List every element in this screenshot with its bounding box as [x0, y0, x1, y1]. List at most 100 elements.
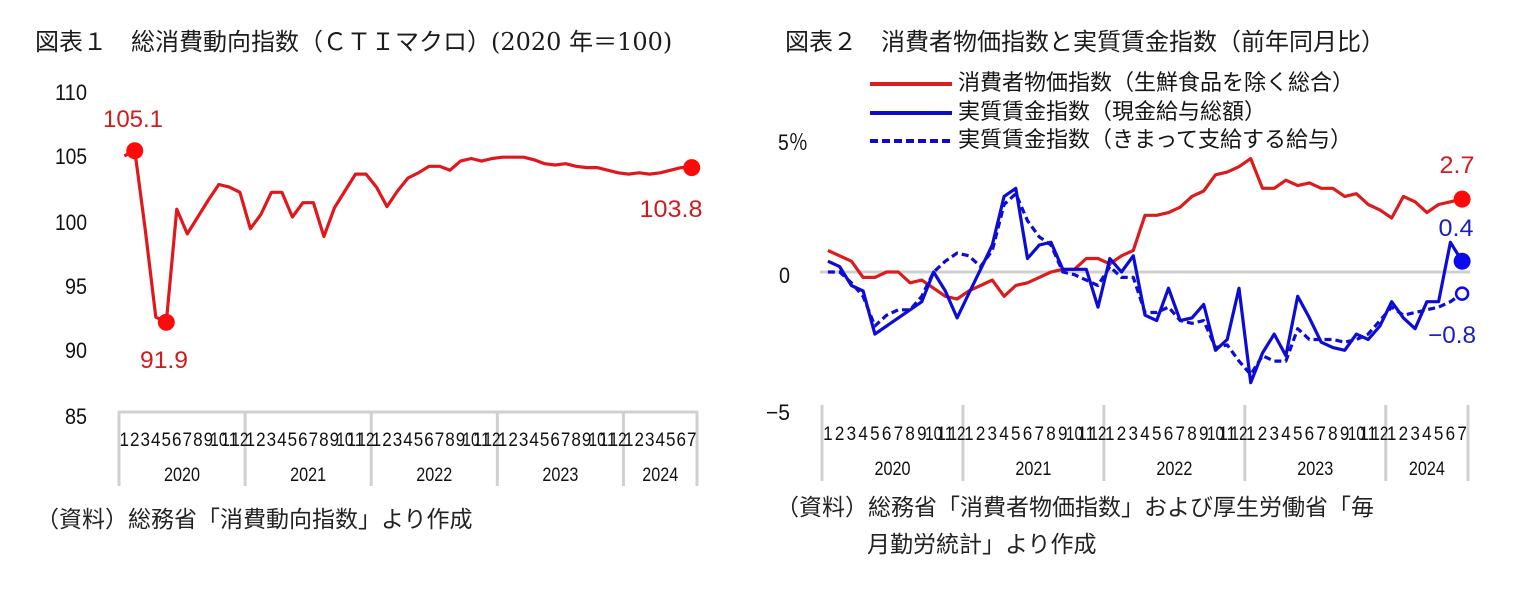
month-tick-label: 11 — [1078, 424, 1095, 445]
figure-2-cpi-real-wages: 図表２ 消費者物価指数と実質賃金指数（前年同月比） 消費者物価指数（生鮮食品を除… — [760, 0, 1520, 592]
month-tick-label: 4 — [655, 430, 665, 451]
month-tick-label: 7 — [435, 430, 445, 451]
month-tick-label: 11 — [221, 430, 238, 451]
month-tick-label: 9 — [1340, 424, 1350, 445]
month-tick-label: 4 — [277, 430, 287, 451]
y-tick-label: 5％ — [778, 130, 808, 155]
month-tick-label: 6 — [1305, 424, 1315, 445]
filled-marker-icon — [126, 142, 144, 160]
year-label: 2020 — [164, 465, 200, 486]
month-tick-label: 4 — [1281, 424, 1291, 445]
month-tick-label: 11 — [1360, 424, 1377, 445]
month-tick-label: 9 — [330, 430, 340, 451]
month-tick-label: 2 — [382, 430, 392, 451]
y-tick-label: 0 — [779, 263, 790, 288]
month-tick-label: 11 — [599, 430, 616, 451]
month-tick-label: 7 — [1457, 424, 1467, 445]
month-tick-label: 9 — [1058, 424, 1068, 445]
month-tick-label: 3 — [141, 430, 151, 451]
month-tick-label: 2 — [835, 424, 845, 445]
month-tick-label: 3 — [393, 430, 403, 451]
month-tick-label: 5 — [540, 430, 550, 451]
month-tick-label: 7 — [1316, 424, 1326, 445]
legend-solid-red-line-icon — [870, 82, 952, 87]
data-label-trough: 91.9 — [140, 347, 188, 374]
month-tick-label: 10 — [463, 430, 480, 451]
month-tick-label: 4 — [1422, 424, 1432, 445]
month-tick-label: 5 — [1152, 424, 1162, 445]
month-tick-label: 2 — [130, 430, 140, 451]
month-tick-label: 8 — [193, 430, 203, 451]
month-tick-label: 5 — [162, 430, 172, 451]
month-tick-label: 1 — [246, 430, 256, 451]
year-label: 2021 — [290, 465, 326, 486]
month-tick-label: 10 — [210, 430, 227, 451]
chart-legend: 消費者物価指数（生鮮食品を除く総合） 実質賃金指数（現金給与総額） 実質賃金指数… — [870, 70, 1354, 156]
month-tick-label: 5 — [1293, 424, 1303, 445]
month-tick-label: 1 — [1105, 424, 1115, 445]
data-label-latest: 103.8 — [640, 196, 703, 223]
month-tick-label: 7 — [687, 430, 697, 451]
year-label: 2021 — [1015, 459, 1051, 480]
month-tick-label: 11 — [347, 430, 364, 451]
month-tick-label: 6 — [424, 430, 434, 451]
y-axis-labels: 5％ 0 −5 — [766, 130, 808, 425]
month-tick-label: 8 — [1328, 424, 1338, 445]
data-label-peak: 105.1 — [103, 106, 163, 133]
month-tick-label: 3 — [519, 430, 529, 451]
month-tick-label: 12 — [1371, 424, 1388, 445]
month-tick-label: 3 — [267, 430, 277, 451]
month-tick-label: 1 — [823, 424, 833, 445]
month-tick-label: 3 — [645, 430, 655, 451]
legend-item-real-wage-total: 実質賃金指数（現金給与総額） — [870, 99, 1354, 128]
month-tick-label: 9 — [582, 430, 592, 451]
y-tick-label: 85 — [65, 404, 87, 429]
year-label: 2022 — [416, 465, 452, 486]
month-tick-label: 12 — [610, 430, 627, 451]
figure-1-title: 図表１ 総消費動向指数（ＣＴＩマクロ）(2020 年＝100) — [35, 28, 673, 56]
y-tick-label: 100 — [55, 210, 87, 235]
month-tick-label: 7 — [1175, 424, 1185, 445]
year-label: 2022 — [1156, 459, 1192, 480]
legend-label: 消費者物価指数（生鮮食品を除く総合） — [958, 71, 1355, 97]
month-tick-label: 6 — [1164, 424, 1174, 445]
legend-label: 実質賃金指数（きまって支給する給与） — [958, 128, 1353, 154]
year-label: 2023 — [542, 465, 578, 486]
month-tick-label: 12 — [484, 430, 501, 451]
month-tick-label: 1 — [498, 430, 508, 451]
month-tick-label: 3 — [1410, 424, 1420, 445]
month-tick-label: 12 — [231, 430, 248, 451]
month-tick-label: 7 — [561, 430, 571, 451]
filled-marker-icon — [157, 313, 175, 331]
month-tick-label: 6 — [1023, 424, 1033, 445]
month-tick-label: 4 — [999, 424, 1009, 445]
month-tick-label: 4 — [403, 430, 413, 451]
month-tick-label: 7 — [309, 430, 319, 451]
month-tick-label: 6 — [172, 430, 182, 451]
axis-grid — [117, 410, 699, 486]
data-label-real-wage-scheduled-latest: −0.8 — [1428, 322, 1476, 349]
month-tick-label: 5 — [288, 430, 298, 451]
data-labels: 2.7 0.4 −0.8 — [1428, 152, 1476, 349]
data-label-cpi-latest: 2.7 — [1440, 152, 1475, 179]
month-tick-label: 2 — [1117, 424, 1127, 445]
month-tick-label: 2 — [1399, 424, 1409, 445]
year-label: 2024 — [1409, 459, 1445, 480]
month-tick-label: 7 — [894, 424, 904, 445]
month-tick-label: 10 — [589, 430, 606, 451]
hollow-marker-icon — [1454, 286, 1470, 301]
month-tick-label: 6 — [882, 424, 892, 445]
month-tick-label: 8 — [445, 430, 455, 451]
month-tick-label: 2 — [1258, 424, 1268, 445]
month-tick-label: 3 — [1129, 424, 1139, 445]
y-tick-label: 110 — [55, 80, 87, 105]
figure-2-source-line-1: （資料）総務省「消費者物価指数」および厚生労働省「毎 — [776, 495, 1374, 521]
month-tick-label: 12 — [1090, 424, 1107, 445]
figure-2-title: 図表２ 消費者物価指数と実質賃金指数（前年同月比） — [785, 28, 1385, 56]
month-tick-label: 12 — [1230, 424, 1247, 445]
series-line-cpi-core — [827, 157, 1463, 301]
month-tick-label: 8 — [1046, 424, 1056, 445]
month-tick-label: 3 — [1269, 424, 1279, 445]
month-tick-label: 5 — [414, 430, 424, 451]
